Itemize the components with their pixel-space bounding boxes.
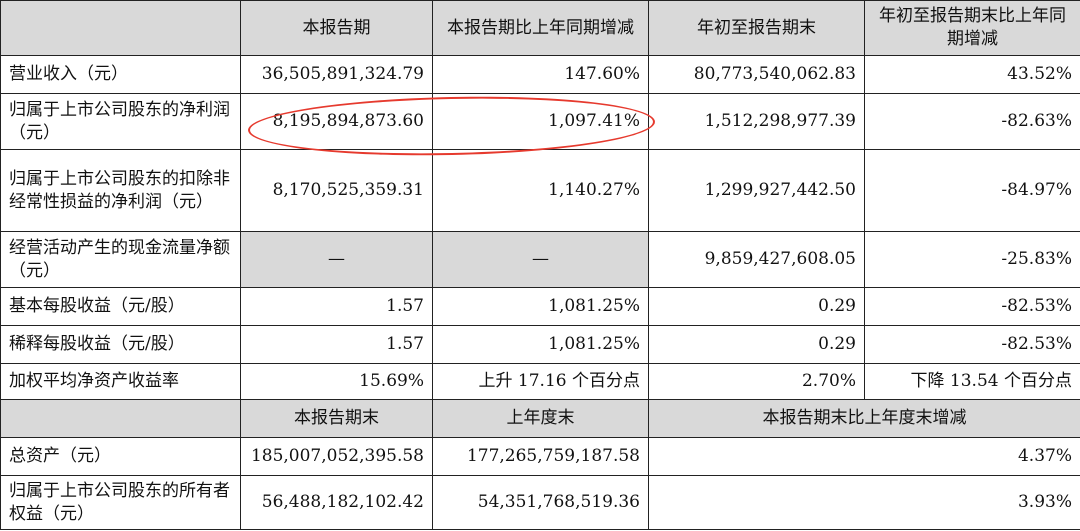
- cell-value: 43.52%: [864, 55, 1080, 94]
- cell-value: 15.69%: [240, 363, 433, 400]
- header-period-end: 本报告期末: [240, 399, 433, 438]
- row-label: 基本每股收益（元/股）: [0, 287, 241, 326]
- table-row: 加权平均净资产收益率 15.69% 上升 17.16 个百分点 2.70% 下降…: [0, 363, 1080, 400]
- header-blank: [0, 0, 241, 56]
- cell-value: 9,859,427,608.05: [648, 231, 865, 288]
- cell-value: 147.60%: [432, 55, 649, 94]
- cell-value: —: [240, 231, 433, 288]
- row-label: 稀释每股收益（元/股）: [0, 325, 241, 364]
- cell-value: 54,351,768,519.36: [432, 475, 649, 530]
- table-row: 归属于上市公司股东的扣除非经常性损益的净利润（元） 8,170,525,359.…: [0, 149, 1080, 232]
- cell-value: 3.93%: [648, 475, 1080, 530]
- table-row: 归属于上市公司股东的净利润（元） 8,195,894,873.60 1,097.…: [0, 93, 1080, 150]
- cell-value: 1,081.25%: [432, 287, 649, 326]
- header-ytd-change: 年初至报告期末比上年同期增减: [864, 0, 1080, 56]
- header-ytd: 年初至报告期末: [648, 0, 865, 56]
- cell-value: 1,097.41%: [432, 93, 649, 150]
- header-period-end-change: 本报告期末比上年度末增减: [648, 399, 1080, 438]
- header-prior-year-end: 上年度末: [432, 399, 649, 438]
- cell-value: 0.29: [648, 325, 865, 364]
- cell-value: 下降 13.54 个百分点: [864, 363, 1080, 400]
- row-label: 营业收入（元）: [0, 55, 241, 94]
- row-label: 归属于上市公司股东的所有者权益（元）: [0, 475, 241, 530]
- cell-value: 185,007,052,395.58: [240, 437, 433, 476]
- row-label: 加权平均净资产收益率: [0, 363, 241, 400]
- header-blank: [0, 399, 241, 438]
- row-label: 归属于上市公司股东的净利润（元）: [0, 93, 241, 150]
- header-row-2: 本报告期末 上年度末 本报告期末比上年度末增减: [0, 399, 1080, 438]
- cell-value: 1,140.27%: [432, 149, 649, 232]
- table-row: 总资产（元） 185,007,052,395.58 177,265,759,18…: [0, 437, 1080, 476]
- cell-value: 1.57: [240, 287, 433, 326]
- cell-value: 1,512,298,977.39: [648, 93, 865, 150]
- cell-value: 4.37%: [648, 437, 1080, 476]
- table-row: 稀释每股收益（元/股） 1.57 1,081.25% 0.29 -82.53%: [0, 325, 1080, 364]
- cell-value: 36,505,891,324.79: [240, 55, 433, 94]
- cell-value: -82.53%: [864, 325, 1080, 364]
- cell-value: 1,299,927,442.50: [648, 149, 865, 232]
- cell-value: -84.97%: [864, 149, 1080, 232]
- cell-value: 8,170,525,359.31: [240, 149, 433, 232]
- cell-value: 56,488,182,102.42: [240, 475, 433, 530]
- cell-value: 8,195,894,873.60: [240, 93, 433, 150]
- cell-value: -82.63%: [864, 93, 1080, 150]
- cell-value: -25.83%: [864, 231, 1080, 288]
- cell-value: 1,081.25%: [432, 325, 649, 364]
- table-row: 经营活动产生的现金流量净额（元） — — 9,859,427,608.05 -2…: [0, 231, 1080, 288]
- cell-value: 177,265,759,187.58: [432, 437, 649, 476]
- cell-value: 80,773,540,062.83: [648, 55, 865, 94]
- table-row: 基本每股收益（元/股） 1.57 1,081.25% 0.29 -82.53%: [0, 287, 1080, 326]
- cell-value: —: [432, 231, 649, 288]
- cell-value: 上升 17.16 个百分点: [432, 363, 649, 400]
- header-current-period: 本报告期: [240, 0, 433, 56]
- table-row: 营业收入（元） 36,505,891,324.79 147.60% 80,773…: [0, 55, 1080, 94]
- cell-value: 0.29: [648, 287, 865, 326]
- row-label: 总资产（元）: [0, 437, 241, 476]
- header-yoy-change: 本报告期比上年同期增减: [432, 0, 649, 56]
- row-label: 归属于上市公司股东的扣除非经常性损益的净利润（元）: [0, 149, 241, 232]
- header-row: 本报告期 本报告期比上年同期增减 年初至报告期末 年初至报告期末比上年同期增减: [0, 0, 1080, 56]
- table-row: 归属于上市公司股东的所有者权益（元） 56,488,182,102.42 54,…: [0, 475, 1080, 530]
- row-label: 经营活动产生的现金流量净额（元）: [0, 231, 241, 288]
- cell-value: -82.53%: [864, 287, 1080, 326]
- cell-value: 1.57: [240, 325, 433, 364]
- cell-value: 2.70%: [648, 363, 865, 400]
